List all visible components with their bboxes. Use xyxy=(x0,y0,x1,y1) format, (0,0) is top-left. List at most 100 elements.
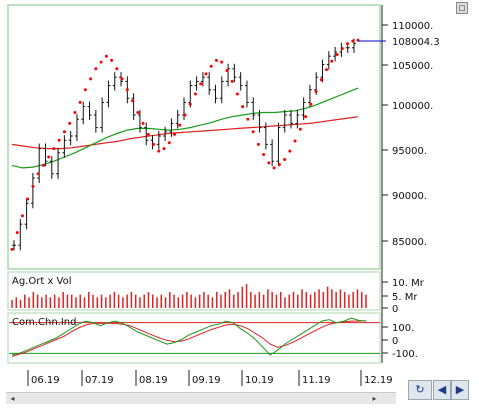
y-tick-105000: 105000. xyxy=(392,61,433,72)
chart-svg: 110000. 105000. 100000. 95000. 90000. 85… xyxy=(7,4,440,386)
price-layer xyxy=(10,38,360,251)
sar-point xyxy=(293,139,297,143)
sar-point xyxy=(115,67,119,71)
sar-point xyxy=(26,197,30,201)
sar-point xyxy=(20,214,24,218)
horizontal-scrollbar[interactable]: ◂ ▸ xyxy=(6,392,396,404)
cci-tick-100: 100. xyxy=(392,323,414,334)
cci-layer xyxy=(9,317,380,357)
sar-point xyxy=(36,172,40,176)
refresh-button[interactable]: ↻ xyxy=(408,380,432,400)
sar-point xyxy=(68,121,72,125)
sar-point xyxy=(136,110,140,114)
sar-point xyxy=(298,127,302,131)
x-tick-1119: 11.19 xyxy=(302,375,331,386)
y-tick-95000: 95000. xyxy=(392,146,427,157)
sar-point xyxy=(325,68,329,72)
sar-point xyxy=(241,105,245,109)
x-tick-0819: 08.19 xyxy=(139,375,168,386)
sar-point xyxy=(41,163,45,167)
sar-point xyxy=(110,58,114,62)
sar-point xyxy=(235,92,239,96)
sar-point xyxy=(62,130,66,134)
refresh-icon: ↻ xyxy=(415,383,425,396)
volume-title: Ag.Ort x Vol xyxy=(12,276,72,287)
prev-icon: ◀ xyxy=(437,383,447,396)
x-tick-1019: 10.19 xyxy=(245,375,274,386)
x-tick-1219: 12.19 xyxy=(364,375,393,386)
next-icon: ▶ xyxy=(455,383,465,396)
sar-point xyxy=(183,113,187,117)
sar-point xyxy=(346,42,350,46)
sar-point xyxy=(277,163,281,167)
sar-point xyxy=(314,89,318,93)
sar-point xyxy=(251,130,255,134)
cci-tick-0: 0 xyxy=(392,336,398,347)
sar-point xyxy=(267,161,271,165)
sar-point xyxy=(104,54,108,58)
sar-point xyxy=(340,47,344,51)
sar-point xyxy=(188,102,192,106)
sar-point xyxy=(57,138,61,142)
x-tick-0619: 06.19 xyxy=(31,375,60,386)
sar-point xyxy=(199,82,203,86)
sar-point xyxy=(83,88,87,92)
sar-point xyxy=(262,152,266,156)
sar-point xyxy=(204,72,208,76)
sar-point xyxy=(89,77,93,81)
chart-window: 110000. 105000. 100000. 95000. 90000. 85… xyxy=(6,0,468,405)
sar-point xyxy=(178,123,182,127)
sar-point xyxy=(272,166,276,170)
y-tick-90000: 90000. xyxy=(392,191,427,202)
cci-signal-line xyxy=(11,320,367,357)
price-panel[interactable] xyxy=(7,4,381,270)
cci-panel[interactable] xyxy=(7,312,381,364)
sar-point xyxy=(141,121,145,125)
x-tick-0719: 07.19 xyxy=(85,375,114,386)
sar-point xyxy=(157,149,161,153)
volume-axis: 10. Mr 5. Mr 0 xyxy=(382,278,425,315)
sar-point xyxy=(73,110,77,114)
sar-point xyxy=(283,158,287,162)
sar-point xyxy=(214,58,218,62)
cci-axis: 100. 0 -100. xyxy=(382,323,418,360)
sar-point xyxy=(256,142,260,146)
sar-point xyxy=(162,147,166,151)
vol-tick-0: 0 xyxy=(392,304,398,315)
sar-point xyxy=(173,132,177,136)
y-tick-100000: 100000. xyxy=(392,101,433,112)
ma-red-line xyxy=(11,116,359,150)
sar-point xyxy=(99,60,103,64)
scroll-left-icon[interactable]: ◂ xyxy=(10,394,15,403)
scroll-right-icon[interactable]: ▸ xyxy=(372,394,377,403)
sar-point xyxy=(10,247,14,251)
cci-tick-neg100: -100. xyxy=(392,349,418,360)
sar-point xyxy=(335,53,339,57)
sar-point xyxy=(225,68,229,72)
price-axis: 110000. 105000. 100000. 95000. 90000. 85… xyxy=(382,21,433,248)
sar-point xyxy=(230,79,234,83)
volume-layer xyxy=(11,284,367,308)
prev-button[interactable]: ◀ xyxy=(433,380,451,400)
sar-point xyxy=(351,39,355,43)
sar-point xyxy=(146,132,150,136)
sar-point xyxy=(31,184,35,188)
next-button[interactable]: ▶ xyxy=(451,380,469,400)
y-tick-110000: 110000. xyxy=(392,21,433,32)
sar-point xyxy=(220,60,224,64)
x-axis: 06.19 07.19 08.19 09.19 10.19 11.19 12.1… xyxy=(27,370,393,386)
sar-point xyxy=(246,117,250,121)
sar-point xyxy=(330,59,334,63)
volume-panel[interactable] xyxy=(7,271,381,311)
sar-point xyxy=(193,92,197,96)
vol-tick-10: 10. Mr xyxy=(392,278,425,289)
sar-point xyxy=(125,88,129,92)
sar-point xyxy=(309,102,313,106)
chart-nav-toolbar: ↻ ◀ ▶ xyxy=(408,378,470,400)
sar-point xyxy=(304,115,308,119)
maximize-button[interactable]: □ xyxy=(456,2,468,14)
sar-point xyxy=(319,78,323,82)
sar-point xyxy=(47,155,51,159)
sar-point xyxy=(209,64,213,68)
sar-point xyxy=(152,142,156,146)
